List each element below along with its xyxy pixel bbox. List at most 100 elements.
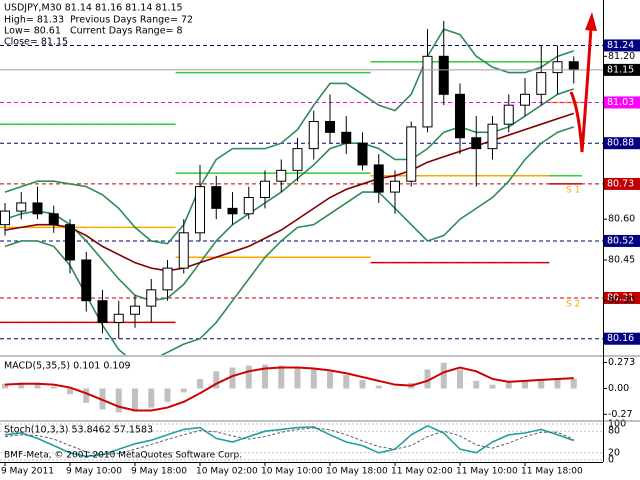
panel-title: MACD(5,35,5) 0.101 0.109 xyxy=(4,361,131,372)
macd-bar xyxy=(67,388,73,395)
macd-bar xyxy=(245,365,252,389)
macd-bar xyxy=(278,365,285,389)
macd-bar xyxy=(424,369,431,389)
candle-body xyxy=(455,93,465,139)
macd-bar xyxy=(359,379,366,389)
candle-body xyxy=(373,164,384,193)
level-label-bg xyxy=(604,234,640,247)
macd-bar xyxy=(50,386,57,389)
candle-body xyxy=(292,148,303,171)
candle-body xyxy=(357,142,368,166)
indicator-line xyxy=(4,28,575,245)
macd-bar xyxy=(392,388,398,389)
candle-body xyxy=(308,120,319,150)
level-label: 80.73 xyxy=(607,178,634,189)
info-text: High= 81.33 xyxy=(4,15,64,26)
x-tick-label: 11 May 10:00 xyxy=(456,467,518,477)
macd-bar xyxy=(327,371,333,389)
y-tick-label: 80.45 xyxy=(608,254,635,265)
macd-bar xyxy=(229,367,236,389)
candle-body xyxy=(0,210,10,226)
y-tick-label: 0.00 xyxy=(608,383,629,394)
main-panel: S 1 S 2 xyxy=(0,21,603,355)
macd-bar xyxy=(570,378,577,389)
candle-body xyxy=(113,313,124,323)
x-tick-label: 9 May 18:00 xyxy=(131,467,187,477)
candle-body xyxy=(195,186,205,234)
level-label: 80.31 xyxy=(607,292,634,303)
y-tick-label: 100 xyxy=(608,419,626,430)
y-tick-label: 80.60 xyxy=(608,214,635,225)
x-tick-label: 11 May 02:00 xyxy=(391,467,453,477)
candle-body xyxy=(471,137,482,150)
axes: 81.24 81.03 80.88 80.73 80.52 80.31 80.16 80.30… xyxy=(1,3,640,477)
macd-bar xyxy=(213,371,220,389)
panel-title: Stoch(10,3,3) 53.8462 57.1583 xyxy=(4,425,153,436)
level-annotation: S 2 xyxy=(566,299,580,309)
macd-signal xyxy=(4,366,574,412)
level-label: 81.03 xyxy=(607,97,634,108)
y-tick-label: 80 xyxy=(608,426,620,437)
candle-body xyxy=(325,120,335,133)
level-label: 80.52 xyxy=(607,235,634,246)
candle-body xyxy=(32,202,43,215)
copyright: BMF-Meta, © 2001-2010 MetaQuotes Softwar… xyxy=(4,451,242,461)
level-label-bg xyxy=(604,177,640,190)
last-price-label: 81.15 xyxy=(607,64,634,75)
level-annotation: S 1 xyxy=(566,185,580,195)
y-tick-label: 80.30 xyxy=(608,295,635,306)
level-label-bg xyxy=(604,39,640,52)
candle-body xyxy=(130,305,140,315)
level-label-bg xyxy=(604,137,640,150)
macd-bar xyxy=(132,388,138,412)
level-label-bg xyxy=(604,291,640,304)
macd-bar xyxy=(375,385,382,389)
candle-body xyxy=(438,55,449,95)
macd-bar xyxy=(115,388,122,413)
macd-bar xyxy=(83,388,90,403)
macd-bar xyxy=(489,384,496,389)
y-tick-label: 0 xyxy=(608,455,614,466)
candle-body xyxy=(97,300,108,323)
info-text: Close= 81.15 xyxy=(4,37,68,48)
macd-bar xyxy=(473,380,480,389)
info-text: Current Days Range= 8 xyxy=(70,26,183,37)
candle-body xyxy=(536,72,547,95)
macd-bar xyxy=(343,375,350,389)
x-tick-label: 9 May 10:00 xyxy=(66,467,122,477)
macd-bar xyxy=(554,378,561,389)
macd-bar xyxy=(294,367,301,389)
candle-body xyxy=(81,259,92,302)
level-label: 81.24 xyxy=(607,40,634,51)
candle-body xyxy=(65,224,75,261)
candle-body xyxy=(520,93,530,106)
arrow-head xyxy=(585,12,597,31)
macd-bar xyxy=(457,369,463,389)
x-tick-label: 10 May 10:00 xyxy=(261,467,323,477)
stoch-signal xyxy=(4,427,574,456)
macd-bar xyxy=(522,380,528,389)
level-label: 80.88 xyxy=(607,138,634,149)
stoch-main xyxy=(4,424,575,458)
x-tick-label: 10 May 02:00 xyxy=(196,467,258,477)
stoch-panel xyxy=(0,423,603,461)
y-tick-label: -0.27 xyxy=(608,409,633,420)
candle-body xyxy=(243,197,254,215)
macd-bar xyxy=(164,388,171,402)
x-tick-label: 10 May 18:00 xyxy=(326,467,388,477)
last-price-bg xyxy=(604,63,640,76)
candle-body xyxy=(276,169,287,182)
macd-bar xyxy=(440,362,447,389)
candle-body xyxy=(162,267,173,291)
level-label-bg xyxy=(604,96,640,109)
level-label: 80.16 xyxy=(607,333,634,344)
level-label-bg xyxy=(604,332,640,345)
candle-body xyxy=(227,207,238,215)
candle-body xyxy=(211,186,222,209)
candle-body xyxy=(16,202,27,212)
candle-body xyxy=(178,232,189,269)
x-tick-label: 9 May 2011 xyxy=(1,467,54,477)
